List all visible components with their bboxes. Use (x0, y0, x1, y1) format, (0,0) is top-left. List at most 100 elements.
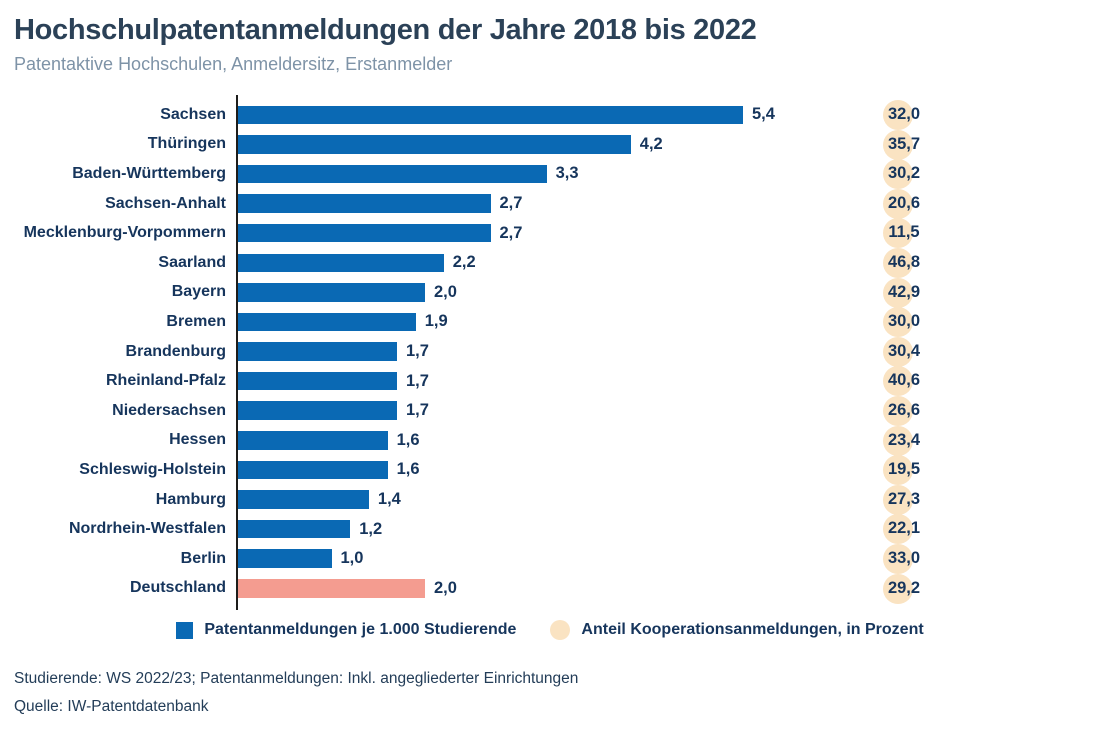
value-bar (238, 431, 388, 450)
category-label: Sachsen (160, 105, 226, 123)
category-label: Brandenburg (125, 342, 226, 360)
category-label: Nordrhein-Westfalen (68, 520, 226, 538)
bar-value-label: 1,9 (424, 312, 448, 331)
cooperation-share-label: 22,1 (887, 519, 921, 538)
chart-row: Mecklenburg-Vorpommern 2,7 11,5 (0, 218, 1100, 249)
chart-row: Baden-Württemberg 3,3 30,2 (0, 159, 1100, 190)
cooperation-share-label: 19,5 (887, 460, 921, 479)
bar-track: 2,7 (238, 218, 522, 248)
bar-value-label: 2,0 (434, 282, 457, 301)
cooperation-share-circle (883, 100, 913, 130)
cooperation-share-label: 46,8 (887, 252, 921, 271)
bar-chart-rows: Sachsen 5,4 32,0 Thüringen 4,2 35,7 Bade… (0, 100, 1100, 604)
value-bar (238, 490, 369, 509)
value-bar (238, 223, 491, 243)
value-bar (238, 460, 388, 480)
bar-value-label: 1,6 (396, 430, 420, 449)
bar-track: 2,7 (238, 189, 522, 219)
cooperation-share-label: 30,4 (887, 341, 921, 360)
chart-row: Hessen 1,6 23,4 (0, 425, 1100, 456)
bar-value-label: 1,4 (377, 490, 401, 509)
category-label: Niedersachsen (112, 401, 226, 419)
category-label: Sachsen-Anhalt (105, 194, 226, 212)
category-label: Baden-Württemberg (72, 164, 226, 182)
bar-track: 2,0 (238, 574, 457, 604)
bar-track: 1,7 (238, 366, 429, 396)
bar-value-label: 1,6 (396, 460, 420, 479)
bar-track: 3,3 (238, 159, 579, 189)
bar-value-label: 4,2 (639, 134, 663, 153)
bar-track: 1,4 (238, 485, 401, 515)
cooperation-share-label: 33,0 (887, 548, 921, 567)
cooperation-share-label: 11,5 (888, 223, 920, 242)
footnote: Studierende: WS 2022/23; Patentanmeldung… (14, 670, 579, 688)
cooperation-share-circle (883, 573, 913, 604)
chart-row: Niedersachsen 1,7 26,6 (0, 395, 1100, 426)
category-label: Bayern (171, 283, 226, 301)
page-subtitle: Patentaktive Hochschulen, Anmeldersitz, … (14, 54, 453, 74)
cooperation-share-label: 35,7 (887, 134, 921, 153)
chart-row: Saarland 2,2 46,8 (0, 247, 1100, 278)
blue-square-icon (176, 621, 194, 639)
cooperation-share-circle (883, 218, 913, 249)
chart-row: Schleswig-Holstein 1,6 19,5 (0, 455, 1100, 486)
bar-value-label: 1,0 (340, 549, 364, 568)
category-label: Berlin (180, 549, 226, 567)
chart-row: Berlin 1,0 33,0 (0, 543, 1100, 574)
value-bar (238, 253, 444, 273)
cooperation-share-label: 26,6 (887, 400, 921, 419)
bar-track: 2,2 (238, 248, 476, 278)
cooperation-share-circle (883, 425, 913, 456)
value-bar (238, 194, 491, 213)
chart-row: Hamburg 1,4 27,3 (0, 484, 1100, 515)
chart-row: Nordrhein-Westfalen 1,2 22,1 (0, 514, 1100, 545)
category-label: Deutschland (129, 579, 226, 597)
chart-row: Brandenburg 1,7 30,4 (0, 336, 1100, 367)
cooperation-share-label: 23,4 (887, 430, 921, 449)
chart-row: Thüringen 4,2 35,7 (0, 129, 1100, 160)
bar-value-label: 2,0 (434, 578, 457, 597)
bar-chart: Sachsen 5,4 32,0 Thüringen 4,2 35,7 Bade… (0, 95, 1100, 611)
chart-row: Deutschland 2,0 29,2 (0, 573, 1100, 604)
category-label: Mecklenburg-Vorpommern (23, 224, 226, 242)
axis-line (236, 95, 238, 611)
cooperation-share-circle (883, 484, 913, 515)
bar-value-label: 1,7 (406, 342, 429, 361)
chart-footer: Studierende: WS 2022/23; Patentanmeldung… (0, 665, 1100, 721)
value-bar (238, 135, 631, 154)
chart-header: Hochschulpatentanmeldungen der Jahre 201… (0, 0, 1100, 76)
cooperation-share-label: 27,3 (887, 489, 921, 508)
bar-value-label: 2,7 (499, 223, 523, 242)
legend-item-cooperation: Anteil Kooperationsanmeldungen, in Proze… (550, 620, 924, 641)
category-label: Rheinland-Pfalz (105, 372, 226, 390)
chart-row: Bayern 2,0 42,9 (0, 277, 1100, 308)
cooperation-share-label: 32,0 (887, 105, 921, 123)
bar-value-label: 1,7 (406, 401, 429, 420)
bar-value-label: 2,2 (452, 253, 476, 272)
cooperation-share-circle (883, 336, 913, 367)
cooperation-share-circle (883, 247, 913, 278)
value-bar (238, 549, 332, 568)
chart-row: Bremen 1,9 30,0 (0, 307, 1100, 338)
value-bar (238, 164, 547, 184)
cooperation-share-circle (883, 188, 913, 219)
cooperation-share-circle (883, 455, 913, 486)
value-bar (238, 342, 397, 361)
value-bar (238, 401, 397, 420)
cooperation-share-label: 29,2 (887, 578, 921, 597)
category-label: Hessen (169, 431, 226, 449)
bar-value-label: 1,2 (359, 519, 383, 538)
legend-label-patents: Patentanmeldungen je 1.000 Studierende (204, 621, 517, 639)
bar-value-label: 3,3 (555, 164, 579, 183)
cooperation-share-circle (883, 543, 913, 574)
bar-track: 1,6 (238, 426, 420, 456)
value-bar (238, 312, 416, 332)
cooperation-share-circle (883, 129, 913, 160)
bar-value-label: 5,4 (752, 105, 775, 124)
cooperation-share-circle (883, 277, 913, 308)
chart-row: Sachsen-Anhalt 2,7 20,6 (0, 188, 1100, 219)
cooperation-share-label: 20,6 (887, 193, 921, 212)
category-label: Hamburg (155, 490, 226, 508)
category-label: Schleswig-Holstein (79, 460, 226, 478)
value-bar (238, 579, 425, 598)
